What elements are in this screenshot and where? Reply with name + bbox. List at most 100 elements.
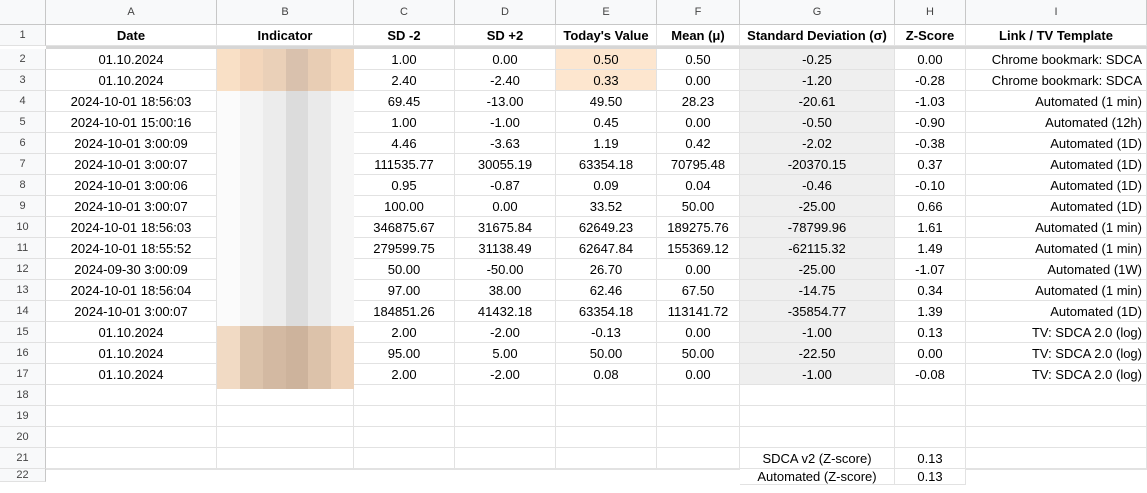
grid-cell[interactable] xyxy=(895,427,966,448)
row-header[interactable]: 9 xyxy=(0,196,46,217)
grid-cell[interactable] xyxy=(46,406,217,427)
grid-cell[interactable] xyxy=(354,427,455,448)
grid-cell[interactable]: 0.45 xyxy=(556,112,657,133)
column-header-b[interactable]: B xyxy=(217,0,354,25)
grid-cell[interactable]: 5.00 xyxy=(455,343,556,364)
grid-cell[interactable]: 62.46 xyxy=(556,280,657,301)
grid-cell[interactable]: 0.00 xyxy=(895,49,966,70)
row-header[interactable]: 12 xyxy=(0,259,46,280)
grid-cell[interactable]: -0.46 xyxy=(740,175,895,196)
grid-cell[interactable]: 0.95 xyxy=(354,175,455,196)
grid-cell[interactable]: 0.09 xyxy=(556,175,657,196)
row-header[interactable]: 3 xyxy=(0,70,46,91)
column-header-c[interactable]: C xyxy=(354,0,455,25)
grid-cell[interactable]: Automated (1D) xyxy=(966,133,1147,154)
grid-cell[interactable]: TV: SDCA 2.0 (log) xyxy=(966,343,1147,364)
grid-cell[interactable]: 2024-10-01 18:56:03 xyxy=(46,91,217,112)
column-header-a[interactable]: A xyxy=(46,0,217,25)
grid-cell[interactable]: 0.08 xyxy=(556,364,657,385)
grid-cell[interactable]: Automated (1 min) xyxy=(966,91,1147,112)
grid-cell[interactable]: 31138.49 xyxy=(455,238,556,259)
grid-cell[interactable]: 111535.77 xyxy=(354,154,455,175)
grid-cell[interactable]: -2.00 xyxy=(455,364,556,385)
grid-cell[interactable]: 0.00 xyxy=(657,112,740,133)
grid-cell[interactable]: 2024-10-01 3:00:07 xyxy=(46,154,217,175)
grid-cell[interactable]: 50.00 xyxy=(657,343,740,364)
grid-cell[interactable]: 0.00 xyxy=(657,364,740,385)
grid-cell[interactable] xyxy=(217,469,354,470)
grid-cell[interactable]: 2024-10-01 3:00:06 xyxy=(46,175,217,196)
grid-cell[interactable] xyxy=(966,469,1147,470)
header-cell[interactable]: Date xyxy=(46,25,217,46)
grid-cell[interactable]: Automated (1 min) xyxy=(966,280,1147,301)
grid-cell[interactable]: 38.00 xyxy=(455,280,556,301)
grid-cell[interactable]: -0.90 xyxy=(895,112,966,133)
grid-cell[interactable]: 0.13 xyxy=(895,469,966,485)
grid-cell[interactable] xyxy=(455,448,556,469)
grid-cell[interactable]: 63354.18 xyxy=(556,301,657,322)
row-header[interactable]: 6 xyxy=(0,133,46,154)
grid-cell[interactable]: -1.00 xyxy=(740,322,895,343)
grid-cell[interactable]: 2024-10-01 3:00:07 xyxy=(46,196,217,217)
grid-cell[interactable] xyxy=(556,427,657,448)
row-header[interactable]: 13 xyxy=(0,280,46,301)
header-cell[interactable]: Mean (μ) xyxy=(657,25,740,46)
grid-cell[interactable]: 33.52 xyxy=(556,196,657,217)
grid-cell[interactable]: -3.63 xyxy=(455,133,556,154)
grid-cell[interactable]: 100.00 xyxy=(354,196,455,217)
grid-cell[interactable]: Automated (1D) xyxy=(966,301,1147,322)
grid-cell[interactable] xyxy=(354,448,455,469)
grid-cell[interactable]: 70795.48 xyxy=(657,154,740,175)
grid-cell[interactable]: 31675.84 xyxy=(455,217,556,238)
grid-cell[interactable]: 0.00 xyxy=(895,343,966,364)
grid-cell[interactable]: 1.00 xyxy=(354,49,455,70)
grid-cell[interactable] xyxy=(966,427,1147,448)
grid-cell[interactable]: Automated (Z-score) xyxy=(740,469,895,485)
row-header[interactable]: 1 xyxy=(0,25,46,46)
grid-cell[interactable]: 1.39 xyxy=(895,301,966,322)
grid-cell[interactable]: -20370.15 xyxy=(740,154,895,175)
grid-cell[interactable]: -25.00 xyxy=(740,196,895,217)
grid-cell[interactable]: 95.00 xyxy=(354,343,455,364)
header-cell[interactable]: SD +2 xyxy=(455,25,556,46)
grid-cell[interactable]: -20.61 xyxy=(740,91,895,112)
grid-cell[interactable]: 1.49 xyxy=(895,238,966,259)
grid-cell[interactable]: -0.13 xyxy=(556,322,657,343)
grid-cell[interactable] xyxy=(657,448,740,469)
grid-cell[interactable]: Chrome bookmark: SDCA xyxy=(966,49,1147,70)
grid-cell[interactable]: 2024-10-01 3:00:09 xyxy=(46,133,217,154)
row-header[interactable]: 4 xyxy=(0,91,46,112)
grid-cell[interactable]: -2.40 xyxy=(455,70,556,91)
grid-cell[interactable]: 0.37 xyxy=(895,154,966,175)
grid-cell[interactable] xyxy=(354,385,455,406)
grid-cell[interactable]: 2024-10-01 18:56:03 xyxy=(46,217,217,238)
grid-cell[interactable]: -2.00 xyxy=(455,322,556,343)
grid-cell[interactable]: 26.70 xyxy=(556,259,657,280)
grid-cell[interactable] xyxy=(556,385,657,406)
grid-cell[interactable]: 28.23 xyxy=(657,91,740,112)
grid-cell[interactable]: -35854.77 xyxy=(740,301,895,322)
grid-cell[interactable] xyxy=(895,385,966,406)
grid-cell[interactable]: Automated (1D) xyxy=(966,175,1147,196)
grid-cell[interactable]: -0.28 xyxy=(895,70,966,91)
grid-cell[interactable]: 2.00 xyxy=(354,322,455,343)
grid-cell[interactable]: Automated (1 min) xyxy=(966,238,1147,259)
column-header-i[interactable]: I xyxy=(966,0,1147,25)
row-header[interactable]: 14 xyxy=(0,301,46,322)
grid-cell[interactable]: 0.34 xyxy=(895,280,966,301)
grid-cell[interactable] xyxy=(966,385,1147,406)
grid-cell[interactable]: -22.50 xyxy=(740,343,895,364)
grid-cell[interactable]: 189275.76 xyxy=(657,217,740,238)
grid-cell[interactable] xyxy=(217,406,354,427)
grid-cell[interactable] xyxy=(556,448,657,469)
grid-cell[interactable]: 2024-10-01 18:56:04 xyxy=(46,280,217,301)
header-cell[interactable]: Link / TV Template xyxy=(966,25,1147,46)
grid-cell[interactable] xyxy=(354,406,455,427)
grid-cell[interactable]: 0.13 xyxy=(895,322,966,343)
grid-cell[interactable] xyxy=(556,469,657,470)
grid-cell[interactable]: Automated (12h) xyxy=(966,112,1147,133)
grid-cell[interactable]: 69.45 xyxy=(354,91,455,112)
grid-cell[interactable] xyxy=(657,427,740,448)
grid-cell[interactable]: -78799.96 xyxy=(740,217,895,238)
grid-cell[interactable]: SDCA v2 (Z-score) xyxy=(740,448,895,469)
